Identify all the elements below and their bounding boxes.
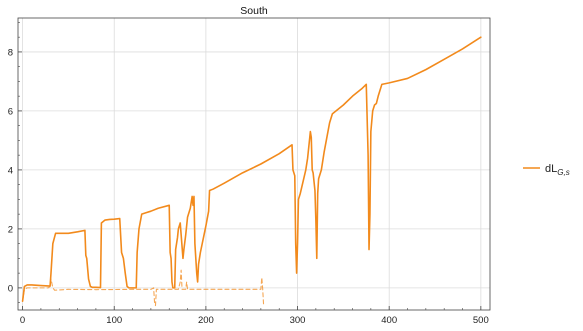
legend: dLG,s — [523, 163, 570, 177]
chart-title: South — [240, 5, 268, 17]
y-tick-label: 0 — [8, 283, 13, 294]
plot-frame — [17, 17, 491, 311]
legend-label-subscript: G,s — [557, 168, 569, 177]
grid — [18, 18, 490, 310]
x-tick-label: 200 — [198, 315, 214, 326]
series-line-dashed — [22, 269, 265, 307]
y-tick-label: 6 — [8, 106, 13, 117]
series-line-dl-gs — [21, 36, 482, 302]
y-tick-label: 8 — [8, 47, 13, 58]
legend-label: dLG,s — [545, 163, 570, 177]
axis-ticks: 0 100 200 300 400 500 0 2 4 6 8 — [8, 22, 489, 326]
x-tick-label: 500 — [473, 315, 489, 326]
y-tick-label: 4 — [8, 165, 13, 176]
legend-label-main: dL — [545, 163, 557, 175]
x-tick-label: 300 — [290, 315, 306, 326]
x-tick-label: 0 — [20, 315, 25, 326]
x-tick-label: 400 — [381, 315, 397, 326]
series-layer — [21, 36, 482, 307]
y-tick-label: 2 — [8, 224, 13, 235]
x-tick-label: 100 — [106, 315, 122, 326]
